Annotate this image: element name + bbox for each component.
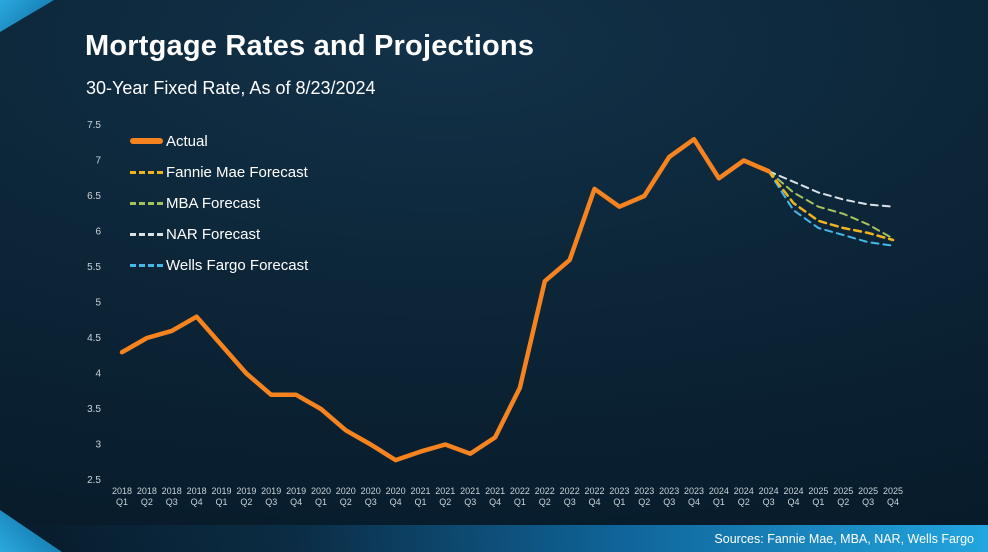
legend-swatch-actual-line-icon: [130, 138, 163, 144]
svg-text:Q2: Q2: [837, 497, 849, 507]
svg-text:4: 4: [95, 369, 101, 380]
legend-item-actual: Actual: [130, 132, 308, 150]
svg-text:Q2: Q2: [738, 497, 750, 507]
svg-text:2019: 2019: [261, 486, 281, 496]
svg-text:Q1: Q1: [514, 497, 526, 507]
svg-text:Q1: Q1: [414, 497, 426, 507]
legend-label-nar: NAR Forecast: [166, 225, 261, 243]
svg-text:Q3: Q3: [365, 497, 377, 507]
svg-text:Q1: Q1: [613, 497, 625, 507]
svg-text:Q2: Q2: [638, 497, 650, 507]
svg-text:2025: 2025: [858, 486, 878, 496]
svg-text:Q4: Q4: [588, 497, 600, 507]
svg-text:2.5: 2.5: [87, 475, 101, 486]
svg-text:Q3: Q3: [763, 497, 775, 507]
svg-text:Q4: Q4: [688, 497, 700, 507]
svg-text:2021: 2021: [485, 486, 505, 496]
svg-text:2018: 2018: [112, 486, 132, 496]
svg-text:Q1: Q1: [315, 497, 327, 507]
svg-text:Q4: Q4: [887, 497, 899, 507]
svg-text:2019: 2019: [286, 486, 306, 496]
legend-swatch-mba-dash-icon: [130, 201, 163, 205]
svg-text:2018: 2018: [137, 486, 157, 496]
svg-text:2020: 2020: [311, 486, 331, 496]
chart-subtitle: 30-Year Fixed Rate, As of 8/23/2024: [86, 78, 376, 98]
svg-text:Q4: Q4: [290, 497, 302, 507]
svg-text:Q4: Q4: [191, 497, 203, 507]
svg-text:2022: 2022: [535, 486, 555, 496]
legend-item-nar: NAR Forecast: [130, 225, 308, 243]
svg-text:2025: 2025: [833, 486, 853, 496]
svg-text:2020: 2020: [336, 486, 356, 496]
svg-text:2024: 2024: [759, 486, 779, 496]
svg-text:Q4: Q4: [787, 497, 799, 507]
svg-text:2022: 2022: [560, 486, 580, 496]
svg-text:3.5: 3.5: [87, 404, 101, 415]
svg-text:Q2: Q2: [340, 497, 352, 507]
legend-swatch-wells-fargo-dash-icon: [130, 263, 163, 267]
svg-text:Q1: Q1: [713, 497, 725, 507]
svg-text:5: 5: [95, 298, 101, 309]
svg-text:2022: 2022: [584, 486, 604, 496]
svg-text:2020: 2020: [386, 486, 406, 496]
svg-text:3: 3: [95, 440, 101, 451]
svg-text:2021: 2021: [410, 486, 430, 496]
legend-label-mba: MBA Forecast: [166, 194, 261, 212]
legend-label-wells-fargo: Wells Fargo Forecast: [166, 256, 309, 274]
svg-text:Q3: Q3: [564, 497, 576, 507]
svg-text:2021: 2021: [460, 486, 480, 496]
svg-text:2021: 2021: [435, 486, 455, 496]
svg-text:Q2: Q2: [240, 497, 252, 507]
footer-bar: Sources: Fannie Mae, MBA, NAR, Wells Far…: [0, 525, 988, 552]
svg-text:Q1: Q1: [215, 497, 227, 507]
svg-text:2024: 2024: [783, 486, 803, 496]
legend-label-fannie-mae: Fannie Mae Forecast: [166, 163, 308, 181]
svg-text:Q4: Q4: [390, 497, 402, 507]
svg-text:Q2: Q2: [141, 497, 153, 507]
chart-title: Mortgage Rates and Projections: [85, 30, 535, 62]
svg-text:2023: 2023: [609, 486, 629, 496]
svg-text:Q3: Q3: [464, 497, 476, 507]
svg-text:2023: 2023: [634, 486, 654, 496]
svg-text:2025: 2025: [883, 486, 903, 496]
svg-text:2024: 2024: [709, 486, 729, 496]
legend-item-mba: MBA Forecast: [130, 194, 308, 212]
svg-text:7: 7: [95, 156, 101, 167]
svg-text:Q3: Q3: [663, 497, 675, 507]
legend-item-fannie-mae: Fannie Mae Forecast: [130, 163, 308, 181]
svg-text:6: 6: [95, 227, 101, 238]
svg-text:2025: 2025: [808, 486, 828, 496]
sources-text: Sources: Fannie Mae, MBA, NAR, Wells Far…: [714, 531, 974, 546]
legend-swatch-nar-dash-icon: [130, 232, 163, 236]
svg-text:2023: 2023: [659, 486, 679, 496]
svg-text:Q2: Q2: [539, 497, 551, 507]
svg-text:2024: 2024: [734, 486, 754, 496]
svg-text:Q1: Q1: [116, 497, 128, 507]
svg-text:5.5: 5.5: [87, 262, 101, 273]
svg-text:2023: 2023: [684, 486, 704, 496]
legend-swatch-fannie-mae-dash-icon: [130, 170, 163, 174]
svg-text:Q3: Q3: [166, 497, 178, 507]
svg-text:2020: 2020: [361, 486, 381, 496]
svg-text:Q3: Q3: [265, 497, 277, 507]
svg-text:2022: 2022: [510, 486, 530, 496]
legend-label-actual: Actual: [166, 132, 208, 150]
chart-legend: Actual Fannie Mae Forecast MBA Forecast …: [130, 132, 308, 274]
svg-text:2019: 2019: [211, 486, 231, 496]
svg-text:2018: 2018: [187, 486, 207, 496]
svg-text:2018: 2018: [162, 486, 182, 496]
svg-text:Q1: Q1: [812, 497, 824, 507]
legend-item-wells-fargo: Wells Fargo Forecast: [130, 256, 308, 274]
svg-text:Q3: Q3: [862, 497, 874, 507]
svg-text:7.5: 7.5: [87, 120, 101, 131]
svg-text:Q2: Q2: [439, 497, 451, 507]
svg-text:Q4: Q4: [489, 497, 501, 507]
svg-text:2019: 2019: [236, 486, 256, 496]
svg-text:4.5: 4.5: [87, 333, 101, 344]
svg-text:6.5: 6.5: [87, 191, 101, 202]
